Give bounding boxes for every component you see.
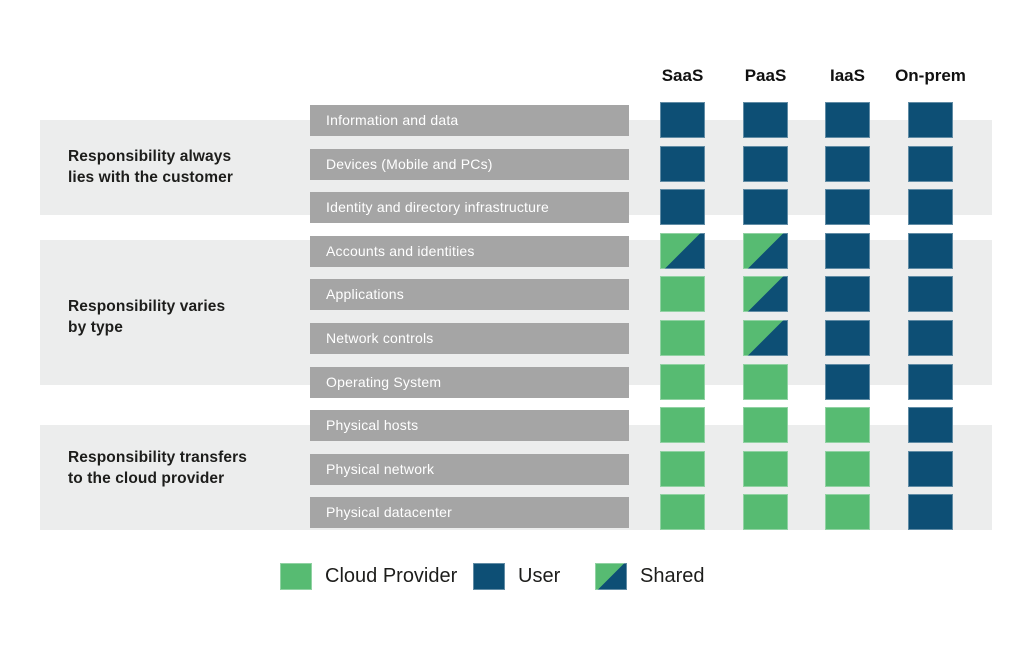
legend-label: Shared	[640, 565, 705, 587]
matrix-cell-user	[825, 233, 870, 269]
row-bar: Devices (Mobile and PCs)	[310, 149, 629, 180]
matrix-cell-provider	[660, 364, 705, 400]
row-bar-label: Identity and directory infrastructure	[326, 199, 549, 215]
row-bar-label: Information and data	[326, 112, 459, 128]
matrix-cell-user	[908, 494, 953, 530]
matrix-cell-shared	[743, 233, 788, 269]
matrix-cell-provider	[743, 364, 788, 400]
row-bar-label: Devices (Mobile and PCs)	[326, 156, 493, 172]
row-bar: Accounts and identities	[310, 236, 629, 267]
row-bar-label: Operating System	[326, 374, 442, 390]
row-bar: Physical network	[310, 454, 629, 485]
matrix-cell-user	[660, 102, 705, 138]
row-bar: Identity and directory infrastructure	[310, 192, 629, 223]
row-bar: Information and data	[310, 105, 629, 136]
matrix-cell-shared	[743, 320, 788, 356]
matrix-cell-user	[908, 276, 953, 312]
column-header: On-prem	[895, 66, 966, 85]
matrix-cell-user	[908, 233, 953, 269]
row-bar-label: Physical network	[326, 461, 435, 477]
row-bar: Network controls	[310, 323, 629, 354]
matrix-cell-provider	[660, 451, 705, 487]
group-label: Responsibility always lies with the cust…	[68, 148, 233, 186]
matrix-cell-user	[825, 276, 870, 312]
group-label: Responsibility varies by type	[68, 298, 226, 336]
matrix-cell-provider	[660, 276, 705, 312]
row-bar: Physical hosts	[310, 410, 629, 441]
row-bar: Physical datacenter	[310, 497, 629, 528]
matrix-cell-user	[825, 189, 870, 225]
matrix-cell-user	[825, 320, 870, 356]
matrix-cell-user	[825, 364, 870, 400]
matrix-cell-user	[743, 189, 788, 225]
matrix-cell-user	[660, 189, 705, 225]
matrix-cell-provider	[743, 494, 788, 530]
matrix-cell-user	[660, 146, 705, 182]
matrix-cell-shared	[660, 233, 705, 269]
column-header: PaaS	[744, 66, 787, 85]
legend-swatch-shared	[595, 563, 627, 590]
matrix-cell-user	[825, 146, 870, 182]
row-bar: Applications	[310, 279, 629, 310]
matrix-cell-user	[908, 364, 953, 400]
column-header: SaaS	[661, 66, 704, 85]
row-bar-label: Applications	[326, 286, 404, 302]
matrix-cell-user	[743, 102, 788, 138]
row-bar-label: Physical hosts	[326, 417, 419, 433]
matrix-cell-provider	[660, 494, 705, 530]
matrix-cell-user	[908, 146, 953, 182]
matrix-cell-provider	[825, 494, 870, 530]
matrix-cell-provider	[825, 407, 870, 443]
row-bar-label: Physical datacenter	[326, 504, 452, 520]
matrix-cell-provider	[743, 407, 788, 443]
matrix-cell-user	[743, 146, 788, 182]
matrix-cell-provider	[660, 407, 705, 443]
matrix-cell-user	[908, 451, 953, 487]
matrix-cell-user	[908, 102, 953, 138]
matrix-cell-user	[908, 320, 953, 356]
legend-swatch-user	[473, 563, 505, 590]
legend-label: User	[518, 565, 561, 587]
matrix-cell-user	[908, 407, 953, 443]
matrix-cell-shared	[743, 276, 788, 312]
legend-label: Cloud Provider	[325, 565, 458, 587]
column-header: IaaS	[830, 66, 865, 85]
matrix-cell-user	[908, 189, 953, 225]
group-label: Responsibility transfers to the cloud pr…	[68, 449, 247, 487]
matrix-cell-provider	[743, 451, 788, 487]
row-bar-label: Accounts and identities	[326, 243, 475, 259]
legend-swatch-provider	[280, 563, 312, 590]
matrix-cell-provider	[825, 451, 870, 487]
matrix-cell-user	[825, 102, 870, 138]
row-bar-label: Network controls	[326, 330, 434, 346]
row-bar: Operating System	[310, 367, 629, 398]
matrix-cell-provider	[660, 320, 705, 356]
